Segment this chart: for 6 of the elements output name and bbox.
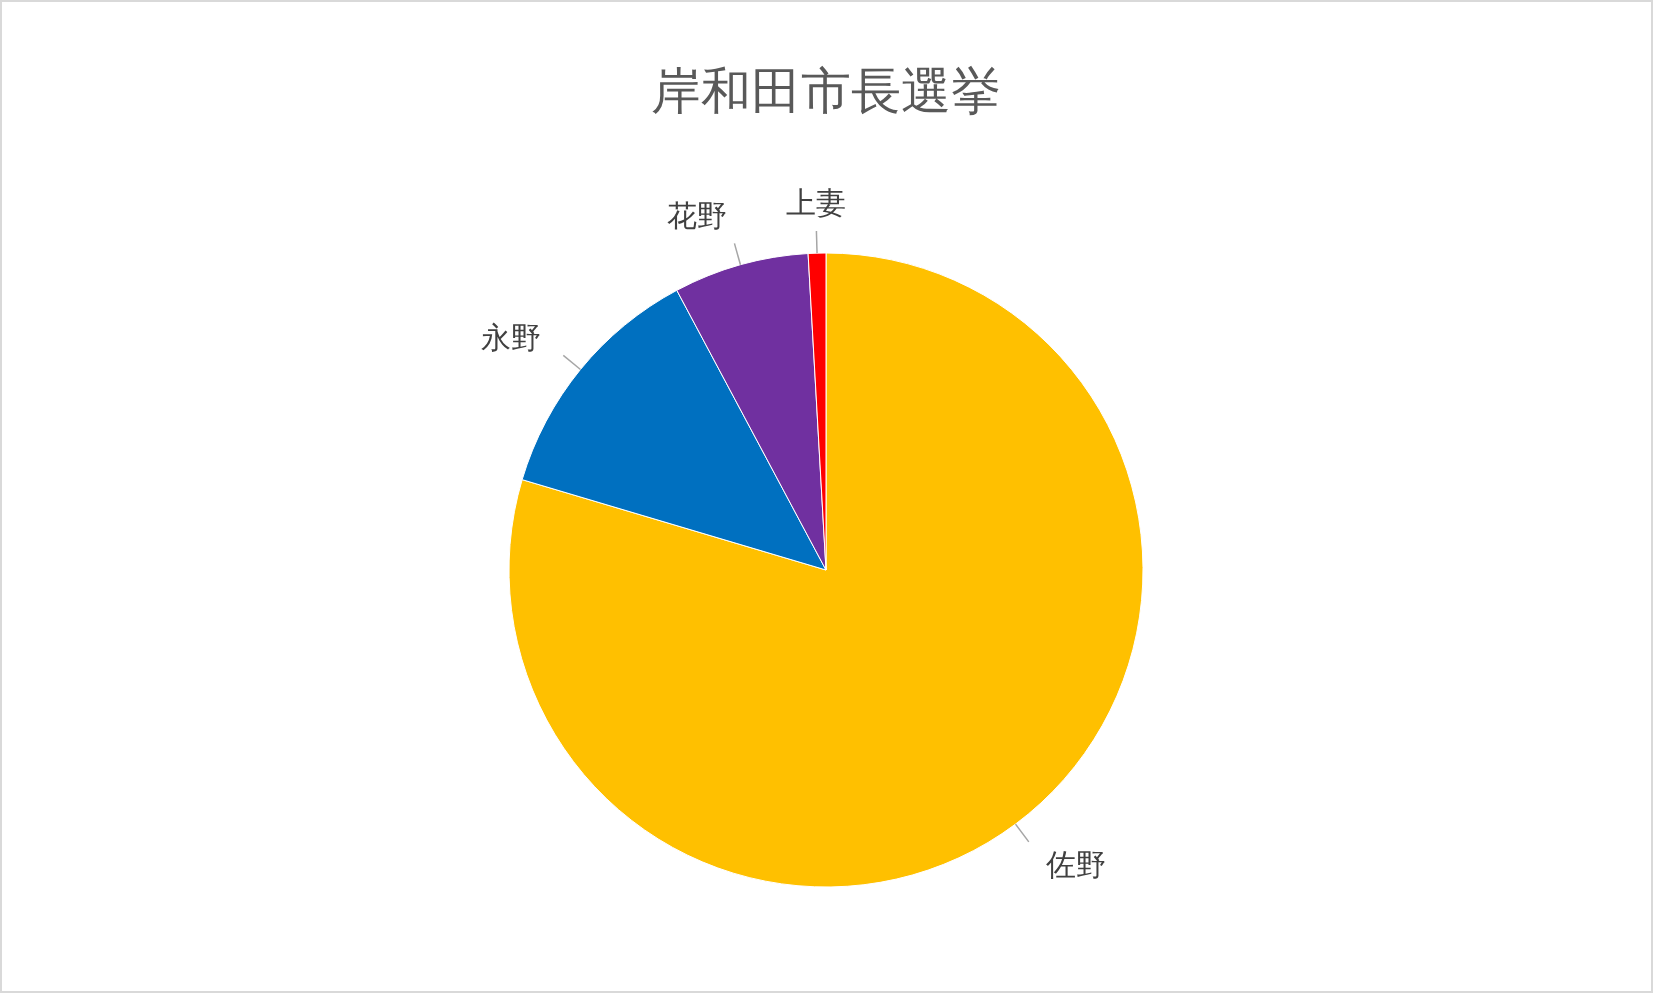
pie-slice	[508, 252, 1144, 887]
slice-label: 佐野	[1045, 847, 1106, 883]
slice-label: 上妻	[785, 184, 846, 220]
chart-title: 岸和田市長選挙	[651, 62, 1001, 120]
slice-label: 永野	[481, 319, 542, 355]
slice-label: 花野	[666, 198, 727, 234]
